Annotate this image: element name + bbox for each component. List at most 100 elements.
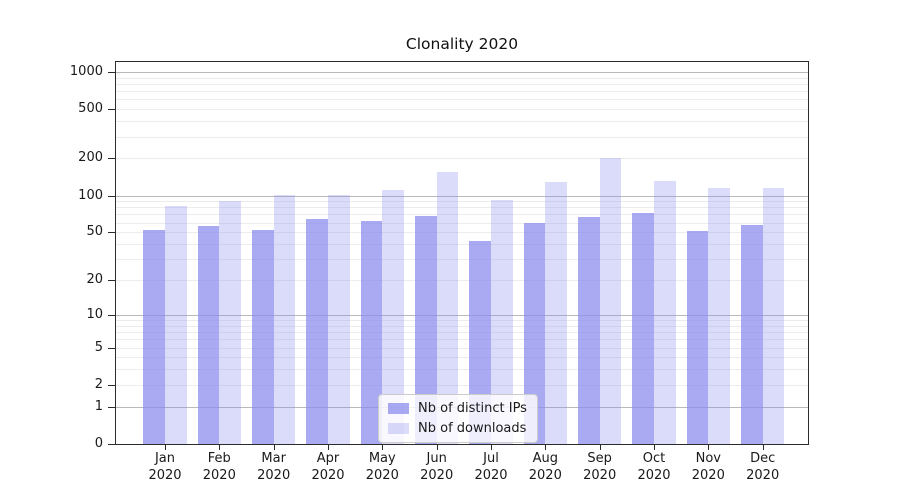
y-tick-mark [108, 406, 115, 408]
gridline-minor [116, 222, 808, 224]
bar-distinct-ips [632, 212, 654, 444]
y-tick-label: 5 [94, 339, 103, 355]
bar-distinct-ips [143, 230, 165, 444]
gridline-minor [116, 280, 808, 281]
x-tick-mark [491, 445, 492, 450]
x-tick-label: Aug 2020 [528, 451, 562, 483]
y-tick-mark [108, 71, 115, 73]
bar-downloads [545, 181, 567, 444]
gridline-minor [116, 339, 808, 341]
x-tick-mark [654, 445, 655, 450]
legend-label: Nb of distinct IPs [418, 401, 527, 416]
x-tick-label: Jun 2020 [420, 451, 454, 483]
legend-item: Nb of downloads [388, 421, 527, 436]
bar-distinct-ips [523, 222, 546, 444]
x-tick-mark [708, 445, 710, 450]
y-tick-label: 10 [86, 306, 103, 322]
bar-distinct-ips [197, 226, 220, 444]
y-tick-label: 2 [94, 376, 103, 392]
x-tick-mark [273, 445, 275, 450]
bar-distinct-ips [686, 231, 709, 444]
bar-downloads [219, 201, 241, 444]
bar-downloads [491, 199, 513, 444]
gridline-minor [116, 91, 808, 93]
gridline-minor [116, 244, 808, 245]
gridline-minor [116, 207, 808, 209]
bar-downloads [165, 206, 187, 444]
legend-swatch-downloads [388, 423, 409, 434]
gridline-minor [116, 232, 808, 234]
y-tick-mark [108, 347, 115, 349]
bar-distinct-ips [469, 241, 491, 444]
legend: Nb of distinct IPs Nb of downloads [378, 394, 538, 443]
y-tick-label: 20 [86, 272, 103, 287]
gridline-minor [116, 158, 808, 160]
bar-distinct-ips [415, 216, 437, 444]
gridline-major [116, 195, 808, 197]
chart-title: Clonality 2020 [405, 35, 519, 53]
y-tick-label: 50 [86, 224, 103, 240]
x-tick-mark [382, 445, 384, 450]
x-tick-mark [219, 445, 221, 450]
y-tick-label: 0 [94, 436, 103, 451]
x-tick-label: Sep 2020 [583, 451, 617, 483]
y-tick-label: 1 [94, 398, 103, 414]
bar-downloads [654, 180, 676, 444]
y-tick-mark [108, 444, 115, 445]
gridline-minor [116, 77, 808, 79]
bar-distinct-ips [741, 225, 763, 444]
gridline-minor [116, 109, 808, 111]
x-tick-label: Mar 2020 [257, 451, 291, 483]
x-tick-label: Feb 2020 [202, 451, 236, 483]
legend-label: Nb of downloads [418, 421, 527, 436]
y-tick-mark [108, 232, 115, 234]
bar-downloads [382, 190, 404, 444]
x-tick-label: Jul 2020 [474, 451, 508, 483]
gridline-minor [116, 201, 808, 203]
y-tick-label: 100 [78, 187, 103, 203]
x-tick-label: Dec 2020 [746, 451, 780, 483]
gridline-minor [116, 332, 808, 333]
y-tick-label: 1000 [69, 63, 103, 79]
x-tick-label: Oct 2020 [637, 451, 671, 483]
bar-downloads [328, 194, 350, 444]
x-tick-mark [545, 445, 547, 450]
gridline-minor [116, 347, 808, 349]
x-tick-label: May 2020 [365, 451, 399, 483]
x-tick-mark [165, 445, 166, 450]
gridline-minor [116, 99, 808, 101]
bar-downloads [599, 158, 622, 444]
gridline-minor [116, 121, 808, 123]
y-tick-mark [108, 158, 115, 160]
x-tick-mark [599, 445, 601, 450]
bar-distinct-ips [360, 220, 383, 444]
gridline-minor [116, 369, 808, 371]
bar-downloads [436, 172, 459, 444]
gridline-minor [116, 357, 808, 359]
y-tick-mark [108, 195, 115, 197]
bar-distinct-ips [306, 219, 328, 444]
legend-swatch-distinct-ips [388, 403, 409, 414]
gridline-minor [116, 384, 808, 386]
bar-downloads [273, 194, 296, 444]
x-tick-mark [762, 445, 764, 450]
gridline-minor [116, 325, 808, 327]
y-tick-mark [108, 384, 115, 386]
legend-item: Nb of distinct IPs [388, 401, 527, 416]
x-tick-label: Jan 2020 [148, 451, 182, 483]
x-tick-label: Apr 2020 [311, 451, 345, 483]
x-tick-mark [436, 445, 438, 450]
y-tick-label: 200 [78, 150, 103, 166]
gridline-minor [116, 136, 808, 138]
gridline-major [116, 314, 808, 316]
gridline-major [116, 71, 808, 73]
x-tick-mark [328, 445, 329, 450]
y-tick-mark [108, 109, 115, 111]
gridline-minor [116, 214, 808, 216]
y-tick-mark [108, 314, 115, 316]
gridline-minor [116, 320, 808, 321]
bar-downloads [762, 188, 785, 444]
plot-area [115, 61, 809, 445]
y-tick-mark [108, 280, 115, 281]
